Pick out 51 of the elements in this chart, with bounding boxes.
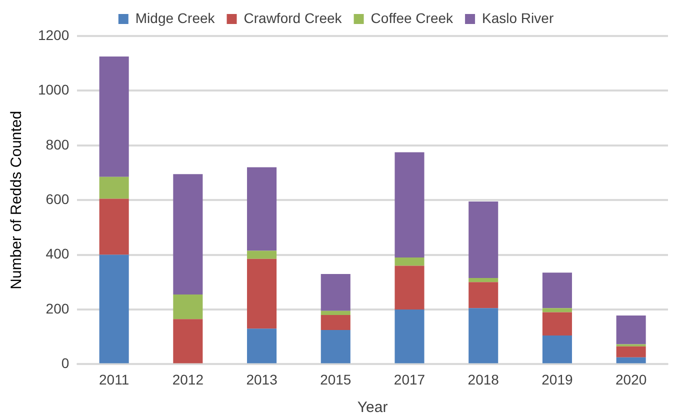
- bar: [247, 167, 277, 251]
- bar: [173, 294, 203, 320]
- bar: [99, 254, 129, 364]
- x-tick-label: 2011: [99, 371, 130, 388]
- y-tick-label: 1200: [38, 26, 70, 43]
- bar: [320, 274, 350, 311]
- legend-label: Kaslo River: [482, 10, 554, 26]
- bar: [173, 319, 203, 364]
- bar: [394, 258, 424, 266]
- bar: [542, 308, 572, 312]
- bar: [468, 201, 498, 278]
- x-tick-label: 2012: [172, 371, 204, 388]
- x-tick-label: 2019: [542, 371, 573, 388]
- bar: [616, 346, 646, 358]
- bar: [468, 282, 498, 308]
- bar: [247, 258, 277, 329]
- bar: [468, 308, 498, 364]
- y-tick-label: 200: [46, 300, 70, 316]
- bar: [99, 176, 129, 199]
- bar: [173, 174, 203, 294]
- x-tick-label: 2017: [394, 371, 426, 388]
- y-tick-label: 400: [46, 246, 70, 262]
- bar: [320, 314, 350, 330]
- x-tick-label: 2015: [320, 371, 352, 388]
- legend-label: Crawford Creek: [244, 10, 343, 26]
- x-tick-label: 2020: [615, 371, 647, 388]
- legend-label: Coffee Creek: [370, 10, 454, 26]
- x-tick-label: 2018: [468, 371, 500, 388]
- bar: [247, 328, 277, 364]
- bar: [394, 266, 424, 310]
- bar: [616, 357, 646, 364]
- bar: [394, 152, 424, 258]
- bar: [320, 330, 350, 364]
- x-tick-label: 2013: [246, 371, 278, 388]
- y-axis-title: Number of Redds Counted: [8, 110, 26, 290]
- bar: [320, 310, 350, 315]
- bar: [468, 278, 498, 282]
- bar: [99, 56, 129, 177]
- y-tick-label: 0: [61, 355, 70, 372]
- bar: [247, 250, 277, 259]
- y-tick-label: 800: [46, 136, 70, 152]
- y-tick-label: 1000: [38, 82, 70, 98]
- y-tick-label: 600: [46, 190, 70, 207]
- bar: [616, 316, 646, 344]
- x-axis-title: Year: [357, 399, 388, 416]
- legend-label: Midge Creek: [135, 10, 216, 26]
- bar: [542, 312, 572, 336]
- bar: [394, 310, 424, 364]
- bar: [542, 335, 572, 364]
- bar: [99, 198, 129, 255]
- bar: [542, 272, 572, 308]
